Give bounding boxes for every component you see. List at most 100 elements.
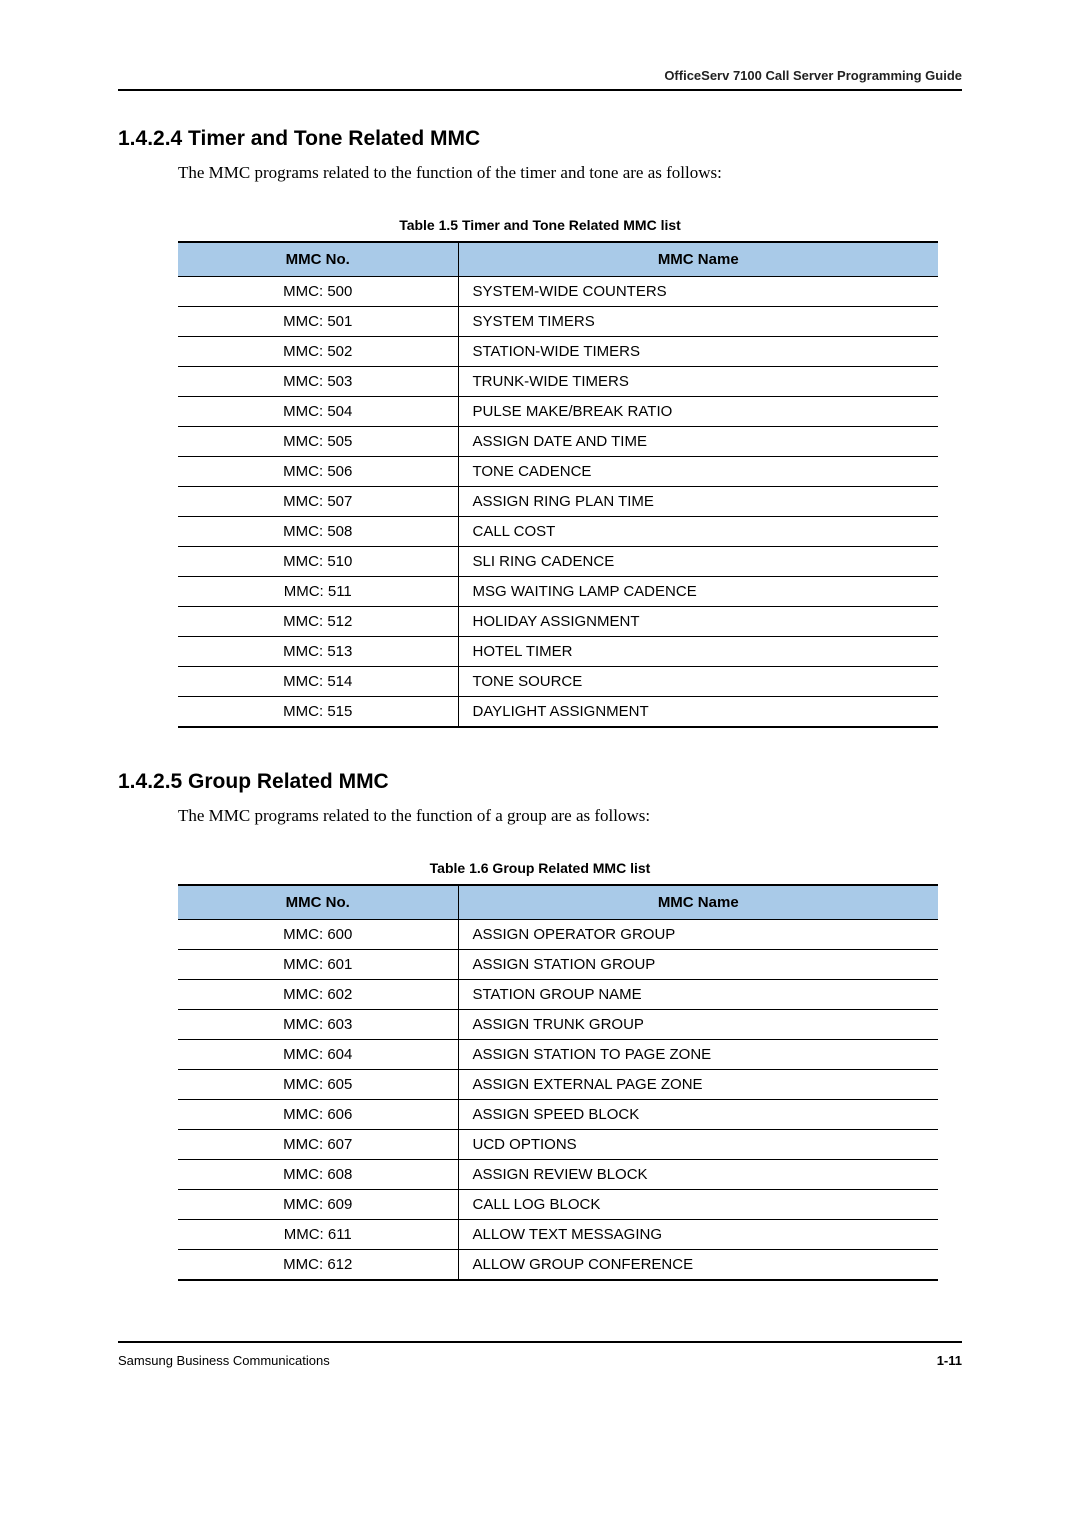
col-header-mmc-no: MMC No. — [178, 242, 458, 277]
cell-mmc-no: MMC: 502 — [178, 337, 458, 367]
cell-mmc-name: HOTEL TIMER — [458, 637, 938, 667]
cell-mmc-name: ASSIGN STATION GROUP — [458, 950, 938, 980]
header-rule — [118, 89, 962, 91]
cell-mmc-name: ASSIGN EXTERNAL PAGE ZONE — [458, 1070, 938, 1100]
table-row: MMC: 601ASSIGN STATION GROUP — [178, 950, 938, 980]
table-header-row: MMC No. MMC Name — [178, 242, 938, 277]
table-row: MMC: 508CALL COST — [178, 517, 938, 547]
cell-mmc-name: STATION GROUP NAME — [458, 980, 938, 1010]
table-caption-1-5: Table 1.5 Timer and Tone Related MMC lis… — [118, 217, 962, 233]
cell-mmc-no: MMC: 515 — [178, 697, 458, 728]
cell-mmc-name: PULSE MAKE/BREAK RATIO — [458, 397, 938, 427]
cell-mmc-no: MMC: 611 — [178, 1220, 458, 1250]
table-row: MMC: 510SLI RING CADENCE — [178, 547, 938, 577]
cell-mmc-no: MMC: 510 — [178, 547, 458, 577]
cell-mmc-name: CALL LOG BLOCK — [458, 1190, 938, 1220]
table-row: MMC: 612ALLOW GROUP CONFERENCE — [178, 1250, 938, 1281]
cell-mmc-no: MMC: 602 — [178, 980, 458, 1010]
cell-mmc-no: MMC: 504 — [178, 397, 458, 427]
cell-mmc-no: MMC: 600 — [178, 920, 458, 950]
cell-mmc-no: MMC: 603 — [178, 1010, 458, 1040]
cell-mmc-no: MMC: 513 — [178, 637, 458, 667]
cell-mmc-name: TRUNK-WIDE TIMERS — [458, 367, 938, 397]
cell-mmc-name: SYSTEM TIMERS — [458, 307, 938, 337]
cell-mmc-name: MSG WAITING LAMP CADENCE — [458, 577, 938, 607]
table-row: MMC: 611ALLOW TEXT MESSAGING — [178, 1220, 938, 1250]
cell-mmc-no: MMC: 503 — [178, 367, 458, 397]
cell-mmc-no: MMC: 609 — [178, 1190, 458, 1220]
cell-mmc-no: MMC: 511 — [178, 577, 458, 607]
cell-mmc-no: MMC: 512 — [178, 607, 458, 637]
section-heading-timer-tone: 1.4.2.4 Timer and Tone Related MMC — [118, 127, 962, 151]
page-footer: Samsung Business Communications 1-11 — [118, 1353, 962, 1368]
table-row: MMC: 501SYSTEM TIMERS — [178, 307, 938, 337]
table-row: MMC: 506TONE CADENCE — [178, 457, 938, 487]
cell-mmc-name: ASSIGN OPERATOR GROUP — [458, 920, 938, 950]
cell-mmc-no: MMC: 607 — [178, 1130, 458, 1160]
cell-mmc-no: MMC: 505 — [178, 427, 458, 457]
col-header-mmc-name: MMC Name — [458, 242, 938, 277]
cell-mmc-name: ASSIGN TRUNK GROUP — [458, 1010, 938, 1040]
table-row: MMC: 505ASSIGN DATE AND TIME — [178, 427, 938, 457]
table-row: MMC: 603ASSIGN TRUNK GROUP — [178, 1010, 938, 1040]
cell-mmc-name: SLI RING CADENCE — [458, 547, 938, 577]
table-row: MMC: 507ASSIGN RING PLAN TIME — [178, 487, 938, 517]
col-header-mmc-name: MMC Name — [458, 885, 938, 920]
table-row: MMC: 513HOTEL TIMER — [178, 637, 938, 667]
table-row: MMC: 606ASSIGN SPEED BLOCK — [178, 1100, 938, 1130]
table-row: MMC: 514TONE SOURCE — [178, 667, 938, 697]
cell-mmc-no: MMC: 506 — [178, 457, 458, 487]
cell-mmc-no: MMC: 608 — [178, 1160, 458, 1190]
table-row: MMC: 600ASSIGN OPERATOR GROUP — [178, 920, 938, 950]
cell-mmc-no: MMC: 601 — [178, 950, 458, 980]
table-row: MMC: 511MSG WAITING LAMP CADENCE — [178, 577, 938, 607]
cell-mmc-name: ASSIGN REVIEW BLOCK — [458, 1160, 938, 1190]
cell-mmc-no: MMC: 514 — [178, 667, 458, 697]
cell-mmc-no: MMC: 612 — [178, 1250, 458, 1281]
cell-mmc-name: TONE SOURCE — [458, 667, 938, 697]
section-intro-group: The MMC programs related to the function… — [178, 806, 962, 826]
cell-mmc-no: MMC: 606 — [178, 1100, 458, 1130]
cell-mmc-name: TONE CADENCE — [458, 457, 938, 487]
cell-mmc-name: CALL COST — [458, 517, 938, 547]
table-header-row: MMC No. MMC Name — [178, 885, 938, 920]
table-row: MMC: 607UCD OPTIONS — [178, 1130, 938, 1160]
page: OfficeServ 7100 Call Server Programming … — [0, 0, 1080, 1527]
footer-rule — [118, 1341, 962, 1343]
timer-tone-mmc-table: MMC No. MMC Name MMC: 500SYSTEM-WIDE COU… — [178, 241, 938, 728]
cell-mmc-name: DAYLIGHT ASSIGNMENT — [458, 697, 938, 728]
table-row: MMC: 504PULSE MAKE/BREAK RATIO — [178, 397, 938, 427]
table-row: MMC: 608ASSIGN REVIEW BLOCK — [178, 1160, 938, 1190]
cell-mmc-name: ASSIGN STATION TO PAGE ZONE — [458, 1040, 938, 1070]
cell-mmc-name: SYSTEM-WIDE COUNTERS — [458, 277, 938, 307]
col-header-mmc-no: MMC No. — [178, 885, 458, 920]
cell-mmc-name: ASSIGN DATE AND TIME — [458, 427, 938, 457]
cell-mmc-name: HOLIDAY ASSIGNMENT — [458, 607, 938, 637]
table-row: MMC: 602STATION GROUP NAME — [178, 980, 938, 1010]
table-row: MMC: 515DAYLIGHT ASSIGNMENT — [178, 697, 938, 728]
cell-mmc-name: ASSIGN RING PLAN TIME — [458, 487, 938, 517]
table-row: MMC: 512HOLIDAY ASSIGNMENT — [178, 607, 938, 637]
cell-mmc-no: MMC: 507 — [178, 487, 458, 517]
group-mmc-table: MMC No. MMC Name MMC: 600ASSIGN OPERATOR… — [178, 884, 938, 1281]
footer-right: 1-11 — [937, 1353, 962, 1368]
table-body: MMC: 500SYSTEM-WIDE COUNTERSMMC: 501SYST… — [178, 277, 938, 728]
table-row: MMC: 604ASSIGN STATION TO PAGE ZONE — [178, 1040, 938, 1070]
table-row: MMC: 605ASSIGN EXTERNAL PAGE ZONE — [178, 1070, 938, 1100]
cell-mmc-name: ASSIGN SPEED BLOCK — [458, 1100, 938, 1130]
cell-mmc-no: MMC: 508 — [178, 517, 458, 547]
table-row: MMC: 502STATION-WIDE TIMERS — [178, 337, 938, 367]
section-intro-timer-tone: The MMC programs related to the function… — [178, 163, 962, 183]
cell-mmc-name: UCD OPTIONS — [458, 1130, 938, 1160]
table-row: MMC: 609CALL LOG BLOCK — [178, 1190, 938, 1220]
cell-mmc-no: MMC: 604 — [178, 1040, 458, 1070]
cell-mmc-no: MMC: 500 — [178, 277, 458, 307]
footer-left: Samsung Business Communications — [118, 1353, 330, 1368]
running-head: OfficeServ 7100 Call Server Programming … — [118, 68, 962, 89]
table-row: MMC: 503TRUNK-WIDE TIMERS — [178, 367, 938, 397]
table-body: MMC: 600ASSIGN OPERATOR GROUPMMC: 601ASS… — [178, 920, 938, 1281]
cell-mmc-name: STATION-WIDE TIMERS — [458, 337, 938, 367]
cell-mmc-name: ALLOW TEXT MESSAGING — [458, 1220, 938, 1250]
section-heading-group: 1.4.2.5 Group Related MMC — [118, 770, 962, 794]
table-caption-1-6: Table 1.6 Group Related MMC list — [118, 860, 962, 876]
